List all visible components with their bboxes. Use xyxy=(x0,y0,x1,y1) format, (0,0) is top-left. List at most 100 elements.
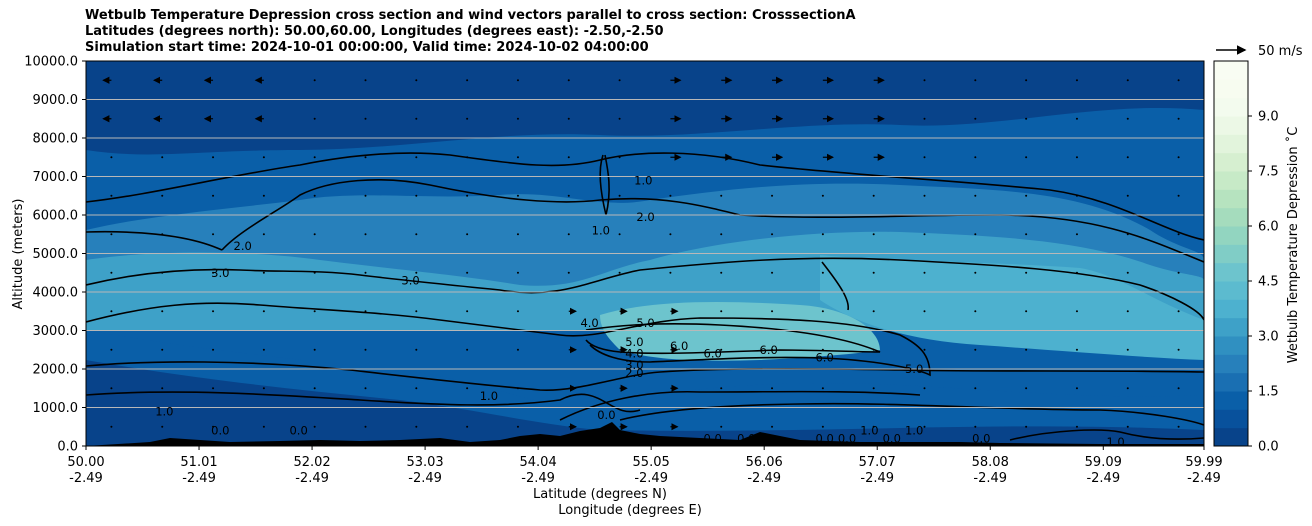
contour-label: 3.0 xyxy=(211,266,229,280)
y-axis: 0.0 1000.0 2000.0 3000.0 4000.0 5000.0 6000.0 7… xyxy=(24,55,86,455)
title-line-2: Latitudes (degrees north): 50.00,60.00, … xyxy=(85,24,664,39)
contour-label: 1.0 xyxy=(905,424,923,438)
wind-vector xyxy=(720,310,723,313)
wind-vector xyxy=(821,387,824,390)
colorbar-tick-label: 6.0 xyxy=(1258,220,1279,235)
wind-vector xyxy=(1177,348,1180,351)
contour-label: 0.0 xyxy=(211,424,229,438)
wind-vector xyxy=(771,310,774,313)
colorbar-segment xyxy=(1214,427,1248,447)
contour-9 xyxy=(1009,429,1204,441)
wind-vector xyxy=(1075,348,1078,351)
colorbar-segment xyxy=(1214,244,1248,264)
x-tick-label-lon: -2.49 xyxy=(747,471,781,486)
colorbar-segment xyxy=(1214,281,1248,300)
wind-vector xyxy=(1177,425,1180,428)
wind-vector xyxy=(923,387,926,390)
wind-vector xyxy=(313,271,316,274)
x-tick-label-lat: 57.07 xyxy=(859,455,896,470)
wind-vector xyxy=(262,310,265,313)
wind-vector xyxy=(567,156,570,159)
y-tick-label: 2000.0 xyxy=(33,363,79,378)
wind-vector xyxy=(161,425,164,428)
y-tick-label: 3000.0 xyxy=(33,324,79,339)
contour-label: 6.0 xyxy=(760,343,778,357)
y-tick-label: 9000.0 xyxy=(33,93,79,108)
wind-vector xyxy=(1025,233,1028,236)
contour-label: 0.0 xyxy=(815,431,833,445)
title-line-3: Simulation start time: 2024-10-01 00:00:… xyxy=(85,40,649,55)
colorbar-segment xyxy=(1214,262,1248,282)
contour-label: 4.0 xyxy=(625,347,643,361)
wind-vector xyxy=(669,271,672,274)
wind-vector xyxy=(262,156,265,159)
colorbar-segment xyxy=(1214,207,1248,227)
wind-vector xyxy=(415,79,418,82)
x-tick-label-lat: 50.00 xyxy=(67,455,104,470)
contour-labels: 2.02.01.01.03.03.04.0 5.05.04.03.02.06.06… xyxy=(155,173,1125,449)
wind-vector xyxy=(1075,233,1078,236)
y-tick-label: 0.0 xyxy=(57,440,78,455)
wind-vector xyxy=(1025,79,1028,82)
contour-label: 5.0 xyxy=(905,362,923,376)
wind-vector xyxy=(1177,156,1180,159)
wind-vector xyxy=(466,387,469,390)
wind-vector xyxy=(567,79,570,82)
wind-key-label: 50 m/s xyxy=(1258,44,1303,59)
wind-vector xyxy=(466,156,469,159)
wind-vector xyxy=(161,156,164,159)
colorbar-segment xyxy=(1214,226,1248,245)
wind-vector xyxy=(720,387,723,390)
wind-vector xyxy=(415,194,418,197)
contour-7 xyxy=(86,390,921,421)
wind-vector xyxy=(771,271,774,274)
contour-label: 0.0 xyxy=(289,424,307,438)
contour-label: 2.0 xyxy=(625,366,643,380)
wind-vector xyxy=(212,425,215,428)
contour-label: 1.0 xyxy=(860,424,878,438)
x-axis-label-lat: Latitude (degrees N) xyxy=(533,487,667,502)
wind-vector xyxy=(1126,117,1129,120)
wind-vector xyxy=(313,117,316,120)
contour-label: 3.0 xyxy=(625,358,643,372)
wind-vector xyxy=(364,425,367,428)
x-tick-label-lon: -2.49 xyxy=(860,471,894,486)
wind-vector xyxy=(313,310,316,313)
y-tick-label: 6000.0 xyxy=(33,209,79,224)
wind-vector xyxy=(313,348,316,351)
wind-vector xyxy=(364,233,367,236)
wind-vector xyxy=(1075,310,1078,313)
wind-vector xyxy=(212,156,215,159)
colorbar-segment xyxy=(1214,336,1248,355)
wind-vector xyxy=(1025,425,1028,428)
colorbar-tick-label: 1.5 xyxy=(1258,385,1279,400)
wind-vector xyxy=(872,233,875,236)
contour-label: 5.0 xyxy=(636,316,654,330)
y-tick-label: 7000.0 xyxy=(33,170,79,185)
contour-11 xyxy=(821,261,849,311)
wind-vector xyxy=(1075,156,1078,159)
colorbar-segment xyxy=(1214,61,1248,80)
contour-3 xyxy=(86,257,1204,321)
x-tick-label-lon: -2.49 xyxy=(521,471,555,486)
wind-vector xyxy=(364,117,367,120)
wind-vector xyxy=(415,425,418,428)
colorbar-segment xyxy=(1214,134,1248,154)
wind-vector xyxy=(415,117,418,120)
wind-vector xyxy=(923,425,926,428)
wind-vector xyxy=(262,425,265,428)
wind-vector xyxy=(313,233,316,236)
wind-vector xyxy=(923,233,926,236)
wind-vector xyxy=(923,348,926,351)
field-band-peak xyxy=(600,302,880,361)
wind-vector xyxy=(720,194,723,197)
wind-vector xyxy=(872,387,875,390)
colorbar-segment xyxy=(1214,97,1248,117)
wind-vector xyxy=(161,233,164,236)
contour-label: 1.0 xyxy=(634,173,652,187)
colorbar-segment xyxy=(1214,171,1248,190)
x-tick-label-lon: -2.49 xyxy=(973,471,1007,486)
colorbar-segment xyxy=(1214,372,1248,392)
x-tick-label-lat: 51.01 xyxy=(180,455,217,470)
wind-vector xyxy=(567,194,570,197)
